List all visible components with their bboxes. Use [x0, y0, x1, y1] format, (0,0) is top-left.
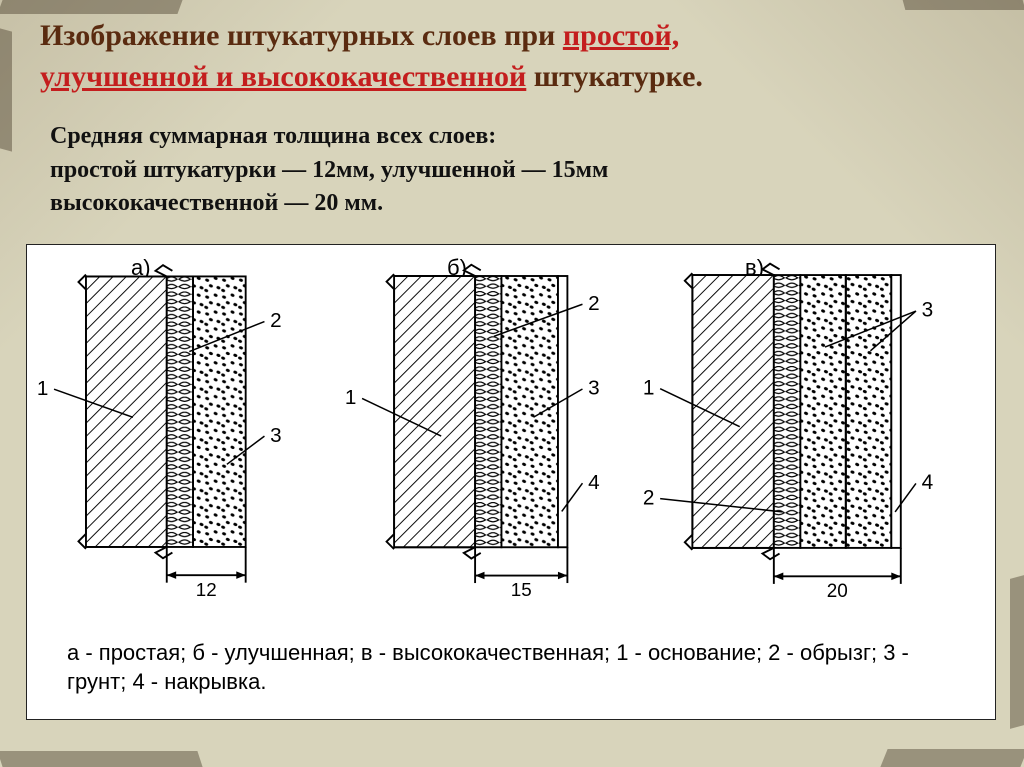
svg-text:20: 20 [827, 581, 848, 602]
svg-text:2: 2 [588, 292, 600, 315]
subtitle-line: Средняя суммарная толщина всех слоев: [50, 123, 496, 149]
torn-edge [880, 749, 1024, 767]
torn-edge [1010, 575, 1024, 729]
subtitle-line: высококачественной — 20 мм. [50, 190, 383, 216]
torn-edge [0, 751, 203, 767]
slide-subtitle: Средняя суммарная толщина всех слоев: пр… [50, 120, 984, 221]
torn-edge [0, 0, 183, 14]
title-emphasis: простой, [563, 19, 679, 52]
svg-text:4: 4 [922, 471, 934, 494]
title-text: штукатурке. [526, 60, 703, 93]
svg-text:2: 2 [270, 309, 281, 332]
svg-text:12: 12 [196, 579, 217, 600]
title-text: Изображение штукатурных слоев при [40, 19, 563, 52]
subtitle-line: простой штукатурки — 12мм, улучшенной — … [50, 157, 608, 183]
section-svg: 15 1 2 3 4 [347, 259, 671, 617]
svg-text:3: 3 [922, 299, 934, 322]
section-panel: 12123 [89, 273, 319, 633]
svg-text:1: 1 [345, 386, 357, 409]
section-svg: 12123 [39, 259, 349, 617]
svg-text:15: 15 [511, 579, 532, 600]
section-panel: 151234 [397, 273, 641, 633]
svg-text:1: 1 [643, 376, 655, 399]
svg-text:2: 2 [643, 486, 655, 509]
svg-text:3: 3 [588, 377, 600, 400]
figure-container: а - простая; б - улучшенная; в - высокок… [26, 244, 996, 720]
torn-edge [903, 0, 1024, 10]
figure-caption: а - простая; б - улучшенная; в - высокок… [67, 638, 955, 697]
title-emphasis: улучшенной и высококачественной [40, 60, 526, 93]
svg-text:1: 1 [37, 377, 49, 400]
slide-title: Изображение штукатурных слоев при просто… [40, 16, 984, 97]
svg-text:3: 3 [270, 424, 281, 447]
section-panel: 201234 [695, 273, 975, 633]
svg-text:4: 4 [588, 471, 600, 494]
torn-edge [0, 28, 12, 151]
section-svg: 20 1 2 3 4 [645, 259, 1005, 617]
